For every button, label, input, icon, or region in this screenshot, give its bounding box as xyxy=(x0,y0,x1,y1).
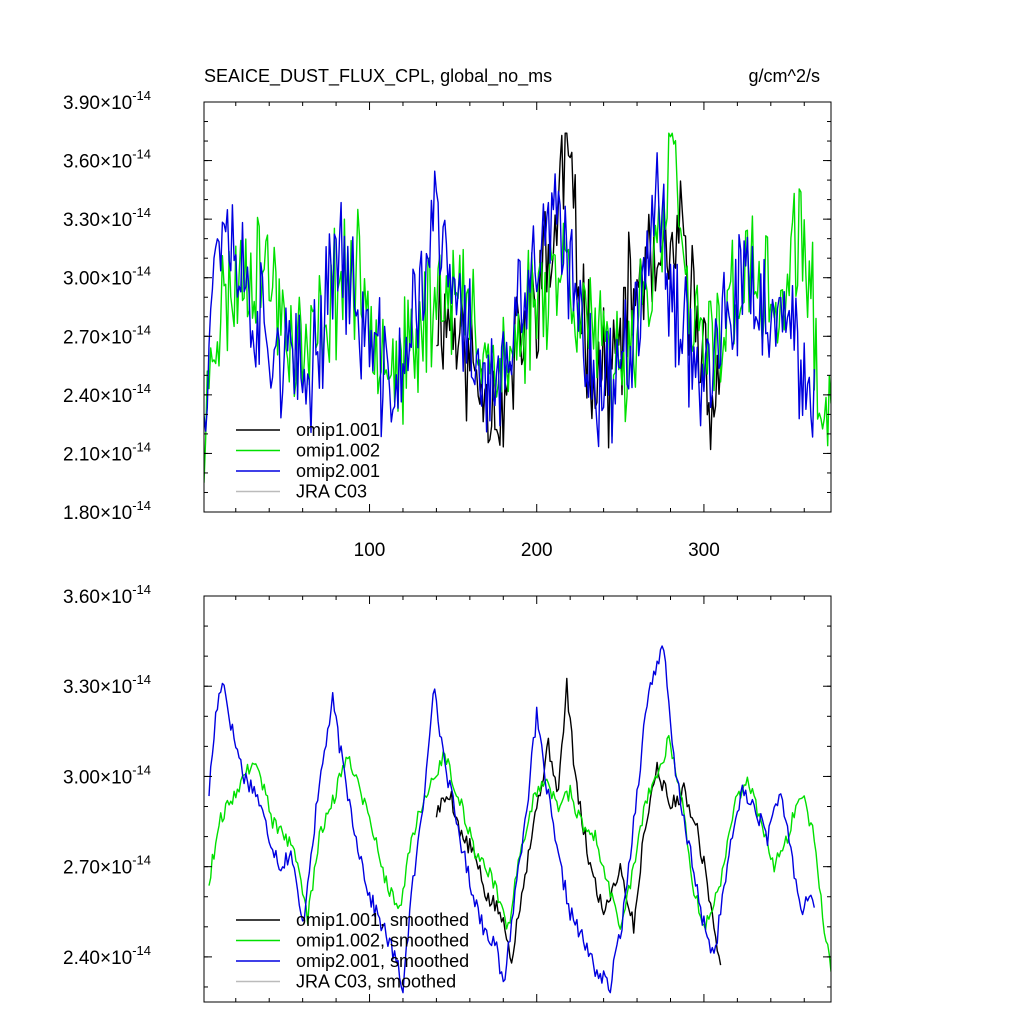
bottom-panel: 2.40×10-14 2.70×10-14 3.00×10-14 3.30×10-14… xyxy=(63,582,832,1003)
bottom-y-tick-label: 2.70×10-14 xyxy=(63,853,151,879)
top-x-tick-label: 300 xyxy=(688,540,720,561)
bottom-y-tick-label: 3.00×10-14 xyxy=(63,762,151,788)
bottom-series-group xyxy=(208,645,831,994)
bottom-y-tick-label: 2.40×10-14 xyxy=(63,943,151,969)
top-x-tick-label: 200 xyxy=(521,540,553,561)
bottom-series-omip1-001-smoothed xyxy=(435,677,722,966)
bottom-legend-label: omip1.002, smoothed xyxy=(296,931,469,951)
bottom-series-omip2-001-smoothed xyxy=(208,645,815,994)
top-panel: SEAICE_DUST_FLUX_CPL, global_no_ms g/cm^… xyxy=(63,66,832,561)
top-y-tick-label: 1.80×10-14 xyxy=(63,498,151,524)
top-legend-label: omip1.001 xyxy=(296,420,380,440)
top-x-tick-label: 100 xyxy=(354,540,386,561)
top-series-omip1-001 xyxy=(436,132,722,451)
top-legend-label: JRA C03 xyxy=(296,482,367,502)
bottom-ticks: 2.40×10-14 2.70×10-14 3.00×10-14 3.30×10-14… xyxy=(63,582,831,1002)
bottom-legend-label: omip1.001, smoothed xyxy=(296,910,469,930)
top-y-tick-label: 3.90×10-14 xyxy=(63,88,151,114)
bottom-plot-frame xyxy=(203,595,832,1003)
top-y-tick-label: 3.00×10-14 xyxy=(63,264,151,290)
bottom-y-tick-label: 3.60×10-14 xyxy=(63,582,151,608)
top-legend-label: omip2.001 xyxy=(296,461,380,481)
top-series-omip2-001 xyxy=(204,152,815,448)
bottom-legend-label: JRA C03, smoothed xyxy=(296,972,456,992)
top-legend-label: omip1.002 xyxy=(296,441,380,461)
top-plot-frame xyxy=(203,101,832,513)
top-y-tick-label: 3.60×10-14 xyxy=(63,147,151,173)
top-y-tick-label: 2.40×10-14 xyxy=(63,381,151,407)
bottom-legend-label: omip2.001, smoothed xyxy=(296,951,469,971)
top-series-group xyxy=(204,132,831,483)
top-y-tick-label: 2.10×10-14 xyxy=(63,439,151,465)
top-ticks: 1.80×10-14 2.10×10-14 2.40×10-14 2.70×10-14… xyxy=(63,88,831,561)
chart-title: SEAICE_DUST_FLUX_CPL, global_no_ms xyxy=(204,66,552,87)
top-y-tick-label: 2.70×10-14 xyxy=(63,322,151,348)
bottom-y-tick-label: 3.30×10-14 xyxy=(63,672,151,698)
units-label: g/cm^2/s xyxy=(749,66,820,86)
top-y-tick-label: 3.30×10-14 xyxy=(63,205,151,231)
